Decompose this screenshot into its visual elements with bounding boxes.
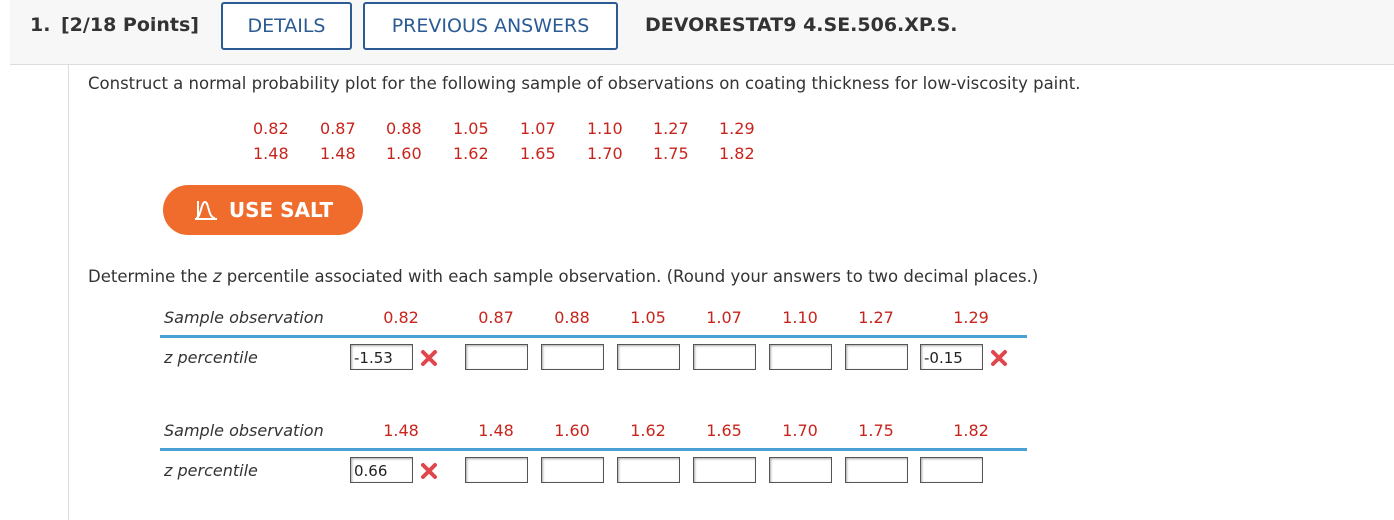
question-text: Construct a normal probability plot for … — [88, 74, 1081, 93]
sample-value: 1.62 — [453, 144, 489, 163]
answer-input[interactable] — [465, 344, 528, 370]
x-icon — [421, 463, 437, 479]
answer-input[interactable]: -1.53 — [350, 344, 413, 370]
table-rule — [160, 448, 1027, 451]
salt-label: USE SALT — [228, 198, 334, 222]
observation: 0.88 — [554, 308, 590, 327]
observation: 1.82 — [953, 421, 989, 440]
answer-input[interactable] — [465, 457, 528, 483]
sample-value: 1.65 — [520, 144, 556, 163]
observation: 1.48 — [478, 421, 514, 440]
observation: 1.10 — [782, 308, 818, 327]
answer-input[interactable] — [617, 457, 680, 483]
points: [2/18 Points] — [61, 14, 199, 36]
salt-icon — [194, 200, 217, 220]
observation: 0.82 — [383, 308, 419, 327]
sample-value: 0.82 — [253, 119, 289, 138]
x-icon — [991, 350, 1007, 366]
answer-input[interactable] — [541, 457, 604, 483]
answer-input[interactable]: -0.15 — [920, 344, 983, 370]
answer-input[interactable] — [920, 457, 983, 483]
observation: 1.27 — [858, 308, 894, 327]
observation: 1.62 — [630, 421, 666, 440]
x-icon — [421, 350, 437, 366]
incorrect-mark — [420, 349, 438, 367]
sample-value: 1.07 — [520, 119, 556, 138]
sample-value: 1.60 — [386, 144, 422, 163]
sample-value: 1.10 — [587, 119, 623, 138]
sample-value: 1.29 — [719, 119, 755, 138]
answer-input[interactable] — [769, 457, 832, 483]
observation: 0.87 — [478, 308, 514, 327]
sample-value: 1.70 — [587, 144, 623, 163]
answer-input[interactable] — [617, 344, 680, 370]
answer-input[interactable] — [693, 344, 756, 370]
row-label: Sample observation — [164, 308, 324, 327]
previous-answers-button[interactable]: PREVIOUS ANSWERS — [363, 2, 618, 50]
instruction: Determine the z percentile associated wi… — [88, 267, 1038, 286]
observation: 1.29 — [953, 308, 989, 327]
observation: 1.48 — [383, 421, 419, 440]
answer-input[interactable] — [769, 344, 832, 370]
observation: 1.75 — [858, 421, 894, 440]
observation: 1.65 — [706, 421, 742, 440]
answer-input[interactable] — [845, 457, 908, 483]
left-rule — [68, 65, 69, 520]
row-label: z percentile — [164, 461, 258, 480]
sample-value: 1.48 — [320, 144, 356, 163]
answer-input[interactable]: 0.66 — [350, 457, 413, 483]
observation: 1.60 — [554, 421, 590, 440]
sample-value: 0.87 — [320, 119, 356, 138]
sample-value: 1.48 — [253, 144, 289, 163]
observation: 1.70 — [782, 421, 818, 440]
observation: 1.07 — [706, 308, 742, 327]
question-number: 1. — [30, 14, 51, 36]
instruction-text: percentile associated with each sample o… — [221, 267, 1039, 286]
salt-button[interactable]: USE SALT — [163, 185, 363, 235]
answer-input[interactable] — [693, 457, 756, 483]
problem-code: DEVORESTAT9 4.SE.506.XP.S. — [645, 14, 958, 36]
observation: 1.05 — [630, 308, 666, 327]
sample-value: 0.88 — [386, 119, 422, 138]
sample-value: 1.27 — [653, 119, 689, 138]
sample-value: 1.82 — [719, 144, 755, 163]
incorrect-mark — [420, 462, 438, 480]
sample-value: 1.75 — [653, 144, 689, 163]
details-button[interactable]: DETAILS — [221, 2, 352, 50]
answer-input[interactable] — [541, 344, 604, 370]
instruction-text: Determine the — [88, 267, 213, 286]
instruction-var: z — [212, 267, 222, 286]
header: 1. [2/18 Points] DETAILS PREVIOUS ANSWER… — [10, 0, 1394, 65]
answer-input[interactable] — [845, 344, 908, 370]
sample-value: 1.05 — [453, 119, 489, 138]
row-label: z percentile — [164, 348, 258, 367]
incorrect-mark — [990, 349, 1008, 367]
row-label: Sample observation — [164, 421, 324, 440]
table-rule — [160, 335, 1027, 338]
